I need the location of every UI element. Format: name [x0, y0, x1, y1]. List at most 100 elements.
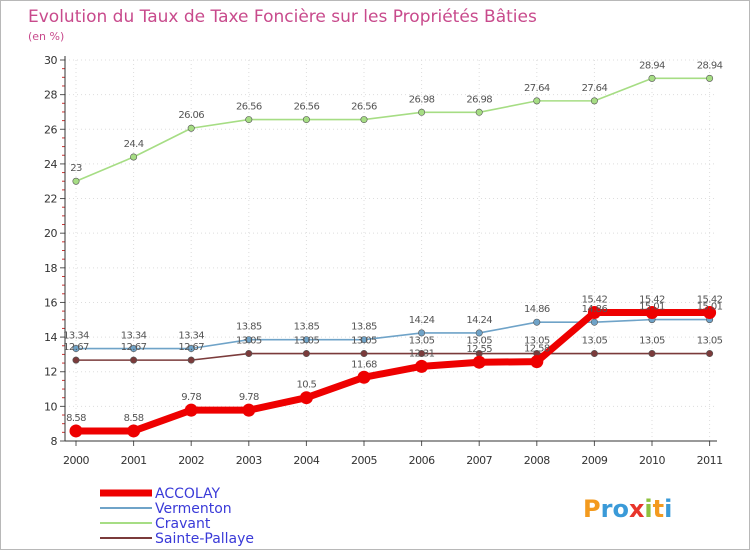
legend-label: Vermenton	[155, 501, 232, 517]
data-label: 14.86	[524, 304, 550, 315]
data-label: 26.56	[351, 102, 377, 113]
data-label: 14.86	[582, 304, 608, 315]
data-label: 8.58	[124, 413, 144, 424]
data-point	[187, 124, 195, 132]
data-label: 15.42	[582, 294, 608, 305]
series-line-vermenton	[75, 318, 711, 350]
data-label: 11.68	[351, 359, 377, 370]
data-label: 13.05	[351, 336, 377, 347]
data-label: 12.67	[121, 342, 147, 353]
x-tick-label: 2006	[409, 454, 435, 467]
x-tick-label: 2002	[178, 454, 204, 467]
data-point	[245, 336, 253, 344]
data-point	[72, 356, 80, 364]
data-label: 24.4	[124, 139, 144, 150]
data-label: 13.85	[236, 322, 262, 333]
data-label: 28.94	[639, 60, 665, 71]
data-point	[360, 350, 368, 358]
data-label: 12.58	[524, 344, 550, 355]
x-tick-label: 2007	[466, 454, 492, 467]
data-label: 13.34	[178, 331, 204, 342]
data-point	[703, 305, 717, 319]
chart-subtitle: (en %)	[28, 30, 64, 43]
data-point	[360, 116, 368, 124]
data-label: 26.56	[236, 102, 262, 113]
data-label: 23	[70, 163, 82, 174]
data-point	[418, 108, 426, 116]
data-label: 12.67	[63, 342, 89, 353]
data-point	[245, 116, 253, 124]
data-point	[360, 336, 368, 344]
grid-lines	[65, 59, 717, 442]
y-tick-label: 20	[44, 227, 57, 240]
x-tick-label: 2009	[581, 454, 607, 467]
data-point	[184, 403, 198, 417]
data-point	[475, 329, 483, 337]
data-point	[415, 359, 429, 373]
data-label: 27.64	[524, 83, 550, 94]
data-label: 15.01	[639, 302, 665, 313]
data-label: 26.56	[294, 102, 320, 113]
data-label: 13.05	[236, 336, 262, 347]
axes	[60, 56, 717, 446]
x-tick-label: 2001	[121, 454, 147, 467]
data-label: 26.06	[178, 110, 204, 121]
data-point	[706, 350, 714, 358]
data-point	[530, 355, 544, 369]
y-tick-label: 10	[44, 400, 57, 413]
y-tick-labels: 8 10 12 14 16 18 20 22 24 26 28 30	[44, 54, 58, 448]
y-tick-label: 30	[44, 54, 57, 67]
data-label: 14.24	[409, 315, 435, 326]
data-label: 27.64	[582, 83, 608, 94]
svg-text:Proxiti: Proxiti	[583, 495, 672, 523]
data-label: 9.78	[181, 392, 201, 403]
x-tick-label: 2010	[639, 454, 665, 467]
data-point	[418, 329, 426, 337]
data-label: 12.55	[466, 344, 492, 355]
y-tick-label: 14	[44, 331, 57, 344]
data-label: 13.05	[294, 336, 320, 347]
data-label: 13.34	[63, 331, 89, 342]
data-label: 13.85	[294, 322, 320, 333]
data-label: 14.24	[466, 315, 492, 326]
x-tick-label: 2003	[236, 454, 262, 467]
data-point	[645, 305, 659, 319]
y-tick-label: 22	[44, 193, 57, 206]
data-point	[187, 356, 195, 364]
data-label: 15.42	[639, 294, 665, 305]
data-point	[72, 177, 80, 185]
data-label: 15.42	[697, 294, 723, 305]
chart-title: Evolution du Taux de Taxe Foncière sur l…	[28, 7, 537, 27]
x-tick-label: 2005	[351, 454, 377, 467]
data-label: 13.05	[582, 336, 608, 347]
data-point	[590, 350, 598, 358]
y-tick-label: 26	[44, 123, 57, 136]
x-tick-label: 2011	[697, 454, 723, 467]
y-tick-label: 28	[44, 89, 57, 102]
data-label: 10.5	[296, 380, 316, 391]
y-tick-label: 18	[44, 262, 57, 275]
x-tick-labels: 2000 2001 2002 2003 2004 2005 2006 2007 2008 2009…	[63, 454, 723, 467]
legend-label: Cravant	[155, 516, 211, 532]
data-point	[302, 350, 310, 358]
data-label: 12.31	[409, 348, 435, 359]
data-point	[648, 350, 656, 358]
data-label: 13.34	[121, 331, 147, 342]
data-point	[242, 403, 256, 417]
data-label: 15.01	[697, 302, 723, 313]
data-label: 28.94	[697, 60, 723, 71]
data-point	[475, 108, 483, 116]
data-label: 26.98	[409, 94, 435, 105]
data-point	[245, 350, 253, 358]
data-point	[587, 305, 601, 319]
data-point	[706, 74, 714, 82]
series-line-accolay	[72, 308, 714, 435]
y-tick-label: 16	[44, 296, 57, 309]
data-point	[648, 74, 656, 82]
data-label: 13.05	[466, 336, 492, 347]
data-label: 8.58	[66, 413, 86, 424]
data-point	[130, 153, 138, 161]
